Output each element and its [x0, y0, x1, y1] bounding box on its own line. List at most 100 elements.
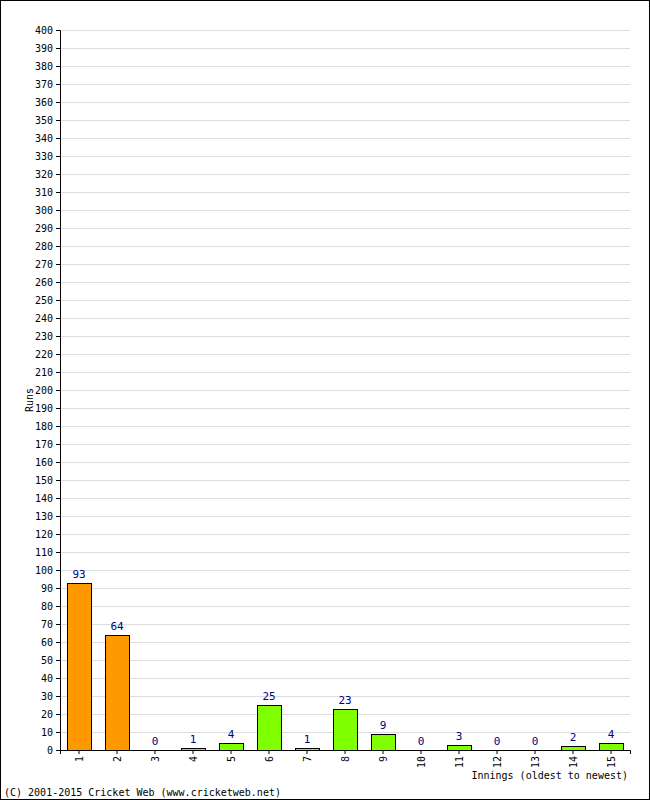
y-tick-label: 280 [35, 241, 53, 252]
y-tick: 170 [35, 439, 60, 450]
x-axis-title: Innings (oldest to newest) [471, 770, 628, 781]
y-tick-mark [56, 282, 60, 283]
data-label: 2 [570, 731, 577, 744]
y-tick: 110 [35, 547, 60, 558]
y-tick: 180 [35, 421, 60, 432]
grid-line [60, 534, 630, 535]
x-tick: 3 [150, 750, 161, 762]
y-tick-label: 160 [35, 457, 53, 468]
x-tick: 15 [606, 750, 617, 768]
data-label: 4 [608, 728, 615, 741]
data-label: 3 [456, 730, 463, 743]
y-tick-label: 200 [35, 385, 53, 396]
y-tick-mark [56, 642, 60, 643]
grid-line [60, 282, 630, 283]
grid-line [60, 336, 630, 337]
frame [1, 1, 650, 800]
x-tick-mark [307, 750, 308, 754]
y-tick: 300 [35, 205, 60, 216]
x-tick-mark [345, 750, 346, 754]
bar [182, 749, 206, 751]
y-tick-mark [56, 84, 60, 85]
bar [220, 744, 244, 751]
y-tick: 10 [41, 727, 60, 738]
y-tick-mark [56, 732, 60, 733]
grid-line [60, 66, 630, 67]
bars [68, 584, 624, 751]
y-tick-label: 100 [35, 565, 53, 576]
x-tick-mark [459, 750, 460, 754]
data-label: 0 [494, 735, 501, 748]
y-tick-mark [56, 354, 60, 355]
bar [296, 749, 320, 751]
y-tick-label: 0 [47, 745, 53, 756]
y-tick-mark [56, 156, 60, 157]
y-tick: 240 [35, 313, 60, 324]
x-tick-label: 7 [302, 756, 313, 762]
x-tick: 12 [492, 750, 503, 768]
x-tick: 2 [112, 750, 123, 762]
bar [106, 636, 130, 751]
y-tick-mark [56, 588, 60, 589]
y-tick: 230 [35, 331, 60, 342]
y-tick-label: 270 [35, 259, 53, 270]
x-tick-mark [611, 750, 612, 754]
y-tick: 160 [35, 457, 60, 468]
y-tick: 150 [35, 475, 60, 486]
y-tick-mark [56, 264, 60, 265]
y-tick: 310 [35, 187, 60, 198]
y-tick-label: 340 [35, 133, 53, 144]
chart: 0102030405060708090100110120130140150160… [0, 0, 650, 800]
grid-line [60, 354, 630, 355]
grid-line [60, 192, 630, 193]
y-tick-label: 130 [35, 511, 53, 522]
y-tick: 90 [41, 583, 60, 594]
y-tick: 120 [35, 529, 60, 540]
y-tick: 70 [41, 619, 60, 630]
y-tick: 0 [47, 745, 60, 756]
y-tick-mark [56, 624, 60, 625]
x-tick-label: 10 [416, 756, 427, 768]
y-tick: 40 [41, 673, 60, 684]
x-tick-mark [573, 750, 574, 754]
grid-line [60, 174, 630, 175]
x-tick-label: 12 [492, 756, 503, 768]
x-tick-mark [231, 750, 232, 754]
bar [372, 735, 396, 751]
y-tick-label: 260 [35, 277, 53, 288]
y-tick: 30 [41, 691, 60, 702]
grid-line [60, 552, 630, 553]
x-tick-mark [117, 750, 118, 754]
y-tick: 340 [35, 133, 60, 144]
y-tick-mark [56, 498, 60, 499]
bar [68, 584, 92, 751]
data-labels: 9364014251239030024 [72, 568, 614, 748]
x-tick: 14 [568, 750, 579, 768]
x-tick-label: 15 [606, 756, 617, 768]
grid-line [60, 120, 630, 121]
y-tick-mark [56, 390, 60, 391]
data-label: 0 [418, 735, 425, 748]
data-label: 0 [532, 735, 539, 748]
data-label: 4 [228, 728, 235, 741]
grid-line [60, 48, 630, 49]
grid-line [60, 444, 630, 445]
grid-line [60, 390, 630, 391]
grid-line [60, 300, 630, 301]
x-tick: 1 [74, 750, 85, 762]
grid-line [60, 660, 630, 661]
annotation: (C) 2001-2015 Cricket Web (www.cricketwe… [4, 787, 281, 798]
x-tick-mark [421, 750, 422, 754]
y-tick-label: 380 [35, 61, 53, 72]
y-tick-mark [56, 696, 60, 697]
y-tick-label: 350 [35, 115, 53, 126]
grid-line [60, 624, 630, 625]
y-tick: 220 [35, 349, 60, 360]
grid-line [60, 372, 630, 373]
y-tick-label: 390 [35, 43, 53, 54]
x-tick: 7 [302, 750, 313, 762]
y-tick-mark [56, 336, 60, 337]
y-tick-mark [56, 48, 60, 49]
bar [258, 706, 282, 751]
y-tick-mark [56, 462, 60, 463]
